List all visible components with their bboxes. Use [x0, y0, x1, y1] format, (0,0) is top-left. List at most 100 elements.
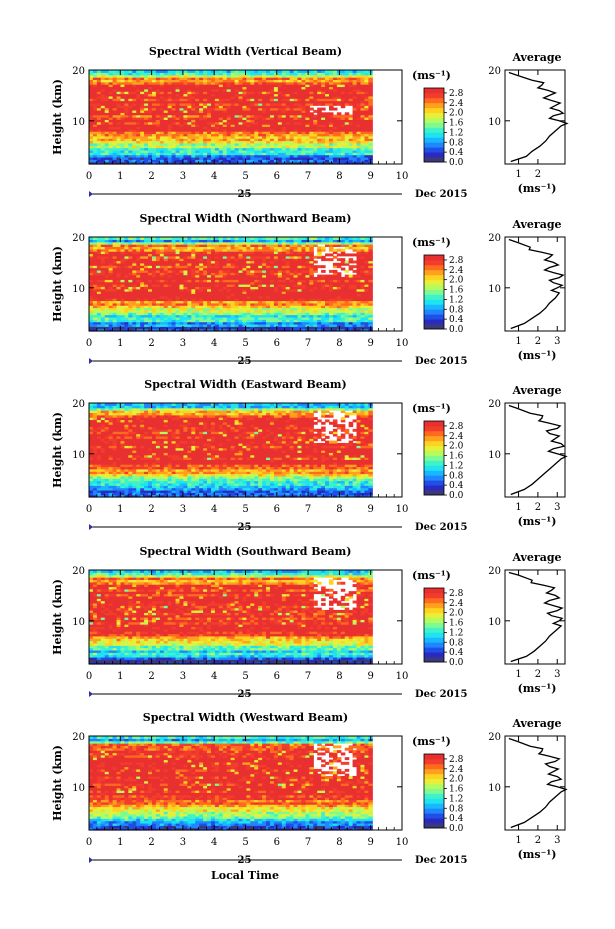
heatmap-cell	[214, 74, 220, 78]
heatmap-cell	[258, 84, 263, 88]
heatmap-cell	[163, 147, 169, 151]
heatmap-cell	[199, 295, 204, 299]
heatmap-cell	[305, 124, 310, 127]
heatmap-cell	[191, 86, 196, 90]
heatmap-cell	[301, 133, 306, 137]
heatmap-cell	[159, 154, 165, 158]
heatmap-cell	[340, 124, 346, 127]
heatmap-cell	[183, 319, 188, 323]
heatmap-cell	[179, 328, 185, 332]
heatmap-cell	[124, 72, 129, 76]
heatmap-cell	[179, 126, 185, 130]
heatmap-cell	[120, 319, 125, 323]
heatmap-cell	[309, 314, 314, 318]
heatmap-cell	[179, 95, 185, 99]
heatmap-cell	[155, 93, 161, 97]
heatmap-cell	[148, 149, 153, 153]
heatmap-cell	[277, 326, 283, 330]
heatmap-cell	[266, 70, 271, 73]
heatmap-cell	[277, 316, 283, 320]
heatmap-cell	[116, 105, 122, 109]
heatmap-cell	[242, 112, 247, 116]
heatmap-cell	[273, 323, 279, 327]
heatmap-cell	[258, 314, 263, 318]
heatmap-cell	[258, 147, 263, 151]
heatmap-cell	[218, 145, 224, 149]
heatmap-cell	[89, 326, 94, 330]
heatmap-cell	[309, 117, 314, 120]
heatmap-cell	[214, 138, 220, 142]
heatmap-cell	[128, 126, 133, 130]
heatmap-cell	[100, 72, 106, 76]
heatmap-cell	[171, 84, 177, 88]
heatmap-cell	[285, 309, 291, 313]
heatmap-cell	[258, 161, 263, 165]
heatmap-cell	[356, 121, 362, 125]
heatmap-cell	[207, 305, 212, 309]
heatmap-cell	[167, 107, 173, 111]
heatmap-cell	[151, 145, 157, 149]
heatmap-cell	[140, 328, 145, 332]
heatmap-cell	[116, 81, 122, 85]
heatmap-cell	[187, 156, 192, 160]
heatmap-cell	[266, 145, 271, 149]
heatmap-cell	[328, 114, 334, 118]
heatmap-cell	[136, 135, 141, 139]
heatmap-cell	[364, 145, 369, 149]
heatmap-cell	[218, 100, 224, 104]
heatmap-cell	[285, 159, 291, 163]
heatmap-cell	[128, 95, 133, 99]
heatmap-cell	[140, 295, 145, 299]
heatmap-cell	[313, 84, 318, 88]
heatmap-cell	[222, 298, 228, 302]
heatmap-cell	[108, 328, 114, 332]
heatmap-cell	[207, 74, 212, 78]
heatmap-cell	[140, 323, 145, 327]
heatmap-cell	[108, 86, 114, 90]
heatmap-cell	[277, 100, 283, 104]
heatmap-cell	[136, 74, 141, 78]
heatmap-cell	[159, 321, 165, 325]
heatmap-cell	[100, 138, 106, 142]
heatmap-cell	[344, 88, 350, 92]
heatmap-cell	[277, 119, 283, 123]
heatmap-cell	[183, 100, 188, 104]
heatmap-cell	[96, 121, 102, 125]
heatmap-cell	[344, 124, 350, 127]
heatmap-cell	[285, 147, 291, 151]
heatmap-cell	[128, 77, 133, 80]
heatmap-cell	[368, 305, 373, 309]
heatmap-cell	[293, 293, 299, 297]
heatmap-cell	[104, 79, 110, 83]
heatmap-cell	[332, 316, 338, 320]
heatmap-cell	[254, 156, 259, 160]
heatmap-cell	[218, 135, 224, 139]
heatmap-cell	[305, 109, 310, 113]
heatmap-cell	[155, 319, 161, 323]
heatmap-cell	[207, 133, 212, 137]
heatmap-cell	[238, 295, 244, 299]
heatmap-cell	[301, 298, 306, 302]
heatmap-cell	[108, 72, 114, 76]
heatmap-cell	[226, 154, 232, 158]
heatmap-cell	[199, 79, 204, 83]
heatmap-cell	[246, 107, 251, 111]
heatmap-cell	[199, 326, 204, 330]
heatmap-cell	[360, 84, 365, 88]
heatmap-cell	[281, 70, 287, 73]
heatmap-cell	[92, 86, 98, 90]
heatmap-cell	[132, 149, 137, 153]
heatmap-cell	[328, 128, 334, 132]
heatmap-cell	[242, 312, 247, 316]
heatmap-cell	[136, 100, 141, 104]
heatmap-cell	[132, 156, 137, 160]
heatmap-cell	[144, 131, 149, 135]
heatmap-cell	[100, 105, 106, 109]
heatmap-cell	[218, 305, 224, 309]
heatmap-cell	[368, 98, 373, 102]
heatmap-cell	[128, 293, 133, 297]
heatmap-cell	[187, 152, 192, 156]
heatmap-cell	[167, 319, 173, 323]
heatmap-cell	[151, 100, 157, 104]
heatmap-cell	[368, 121, 373, 125]
